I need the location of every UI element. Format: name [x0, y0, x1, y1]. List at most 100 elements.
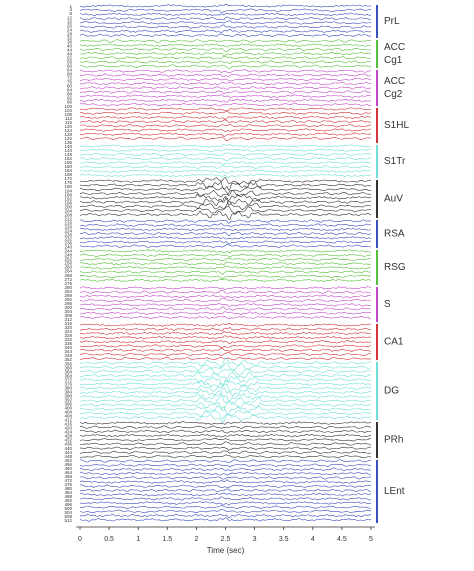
y-tick-label: 236 — [64, 241, 72, 246]
y-tick-label: 512 — [64, 518, 72, 523]
y-tick-label: 268 — [64, 273, 72, 278]
trace — [79, 102, 372, 107]
trace — [79, 249, 372, 254]
y-tick-label: 264 — [64, 269, 72, 274]
trace — [79, 352, 372, 357]
trace — [79, 357, 372, 370]
y-tick-label: 188 — [64, 192, 72, 197]
y-tick-label: 416 — [64, 422, 72, 427]
y-tick-label: 40 — [67, 43, 73, 48]
y-tick-label: 92 — [67, 96, 73, 101]
y-tick-label: 200 — [64, 204, 72, 209]
y-tick-label: 152 — [64, 156, 72, 161]
trace — [79, 496, 372, 501]
trace — [79, 86, 372, 90]
trace — [79, 16, 372, 21]
trace — [79, 90, 372, 95]
y-tick-label: 28 — [67, 31, 73, 36]
y-tick-label: 360 — [64, 365, 72, 370]
trace — [79, 235, 372, 240]
y-tick-label: 180 — [64, 184, 72, 189]
trace — [79, 371, 372, 379]
region-label: RSG — [384, 262, 406, 273]
region-label: PrL — [384, 16, 400, 27]
y-tick-label: 192 — [64, 196, 72, 201]
trace — [79, 311, 372, 315]
trace — [79, 323, 372, 327]
y-tick-label: 396 — [64, 402, 72, 407]
y-tick-label: 484 — [64, 490, 72, 495]
y-tick-label: 108 — [64, 112, 72, 117]
y-tick-label: 308 — [64, 313, 72, 318]
trace — [79, 463, 372, 468]
trace — [79, 270, 372, 275]
trace — [79, 335, 372, 340]
trace — [79, 107, 372, 112]
y-tick-label: 372 — [64, 377, 72, 382]
trace — [79, 294, 372, 299]
trace — [79, 378, 372, 388]
trace — [79, 60, 372, 65]
y-tick-label: 136 — [64, 140, 72, 145]
region-label: Cg1 — [384, 55, 403, 66]
y-tick-label: 260 — [64, 265, 72, 270]
trace — [79, 429, 372, 434]
trace — [79, 509, 372, 514]
trace — [79, 265, 372, 270]
trace — [79, 12, 372, 17]
y-tick-label: 464 — [64, 470, 72, 475]
y-tick-label: 120 — [64, 124, 72, 129]
y-tick-label: 432 — [64, 438, 72, 443]
y-tick-label: 228 — [64, 233, 72, 238]
y-tick-label: 280 — [64, 285, 72, 290]
x-axis-label: Time (sec) — [207, 546, 245, 555]
trace — [79, 98, 372, 103]
y-tick-label: 296 — [64, 301, 72, 306]
y-tick-label: 288 — [64, 293, 72, 298]
trace — [79, 196, 372, 207]
y-tick-label: 328 — [64, 333, 72, 338]
trace — [79, 471, 372, 476]
trace — [79, 367, 372, 376]
y-tick-label: 104 — [64, 108, 72, 113]
y-tick-label: 404 — [64, 410, 72, 415]
trace — [79, 513, 372, 518]
trace — [79, 8, 372, 13]
y-tick-label: 468 — [64, 474, 72, 479]
y-tick-label: 460 — [64, 466, 72, 471]
trace — [79, 205, 372, 214]
y-tick-label: 240 — [64, 245, 72, 250]
x-tick-label: 5 — [369, 536, 373, 543]
trace — [79, 136, 372, 142]
y-tick-label: 476 — [64, 482, 72, 487]
trace — [79, 156, 372, 161]
y-tick-label: 16 — [67, 19, 73, 24]
y-tick-label: 64 — [67, 68, 73, 73]
x-tick-label: 4 — [311, 536, 315, 543]
trace — [79, 73, 372, 78]
y-tick-label: 56 — [67, 60, 73, 65]
trace — [79, 210, 372, 221]
trace — [79, 173, 372, 178]
trace — [79, 437, 372, 442]
trace — [79, 286, 372, 290]
trace — [79, 43, 372, 48]
trace — [79, 425, 372, 429]
trace — [79, 200, 372, 211]
trace — [79, 231, 372, 237]
x-tick-label: 3 — [253, 536, 257, 543]
y-tick-label: 1 — [69, 4, 72, 9]
trace — [79, 454, 372, 459]
y-tick-label: 508 — [64, 514, 72, 519]
region-label: DG — [384, 386, 399, 397]
trace — [79, 185, 372, 197]
y-tick-label: 304 — [64, 309, 72, 314]
trace — [79, 476, 372, 480]
y-tick-label: 480 — [64, 486, 72, 491]
x-tick-label: 3.5 — [279, 536, 289, 543]
y-tick-label: 112 — [65, 116, 73, 121]
y-tick-label: 128 — [64, 132, 72, 137]
y-tick-label: 184 — [64, 188, 72, 193]
y-tick-label: 292 — [64, 297, 72, 302]
y-tick-label: 8 — [69, 11, 72, 16]
